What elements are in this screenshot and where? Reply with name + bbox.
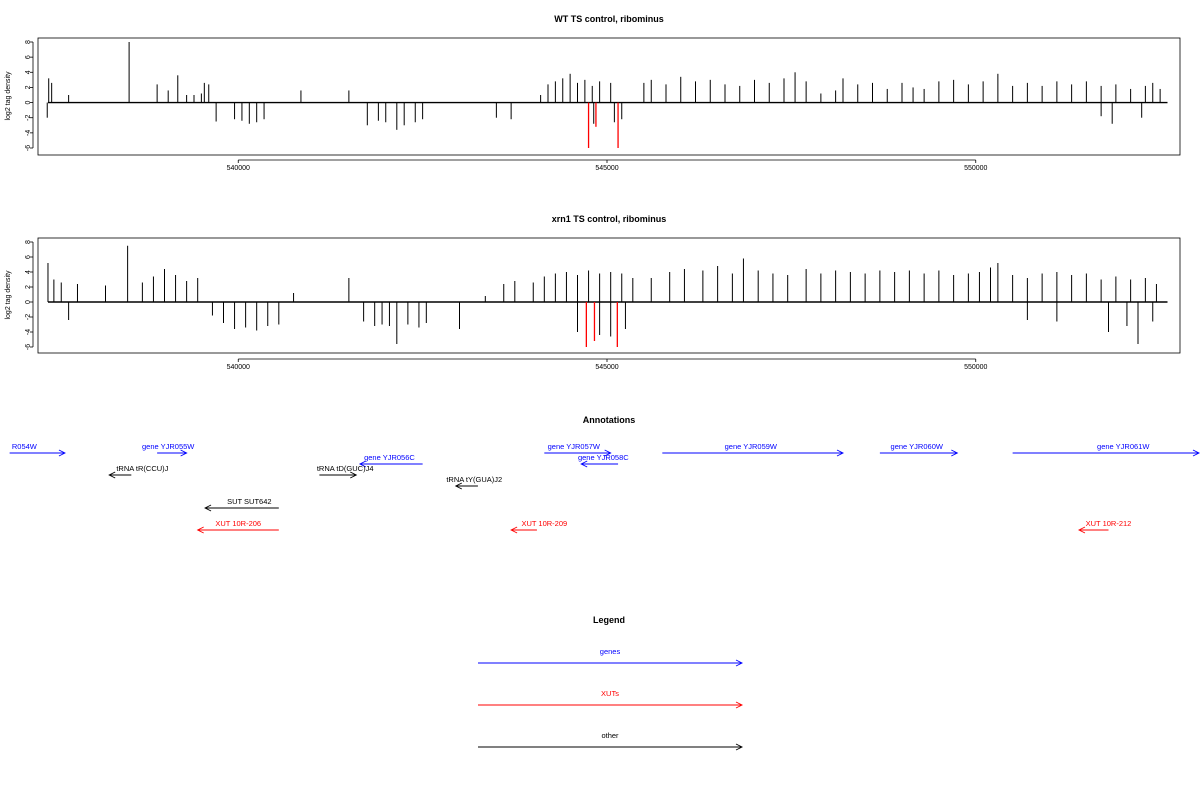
wt-plot-frame [37,37,1181,156]
feature-label: gene YJR060W [891,442,944,451]
feature-label: tRNA tD(GUC)J4 [317,464,374,473]
y-tick-label: -6 [25,344,32,350]
xrn1-panel-title: xrn1 TS control, ribominus [552,214,667,224]
feature-arrow [1077,526,1109,534]
wt-panel-title: WT TS control, ribominus [554,14,664,24]
y-tick-label: -4 [25,130,32,136]
y-tick-label: -2 [25,115,32,121]
y-tick-label: 0 [25,101,32,105]
y-tick-label: 4 [25,70,32,74]
x-tick-label: 550000 [964,165,987,172]
xrn1-y-axis: -6 -4 -2 0 2 4 6 8 [25,240,34,350]
feature-label: tRNA tR(CCU)J [116,464,168,473]
feature-label: XUT 10R-212 [1086,519,1132,528]
annotations-title: Annotations [583,415,636,425]
x-tick-label: 545000 [595,165,618,172]
feature-label: gene YJR056C [364,453,415,462]
feature-label: XUT 10R-206 [215,519,261,528]
feature-label: tRNA tY(GUA)J2 [446,475,502,484]
xrn1-y-axis-label: log2 tag density [5,270,12,320]
legend-label-gene: genes [600,647,621,656]
feature-label: gene YJR058C [578,453,629,462]
legend-arrow-gene [478,659,744,667]
legend-arrow-other [478,743,744,751]
y-tick-label: -4 [25,329,32,335]
feature-arrow [204,504,279,512]
y-tick-label: -2 [25,314,32,320]
feature-arrow [510,526,537,534]
wt-density-panel: WT TS control, ribominus -6 -4 -2 0 2 4 6 8 540… [5,14,1181,172]
legend-items: genes XUTs other [478,647,744,751]
feature-label: SUT SUT642 [227,497,271,506]
y-tick-label: 2 [25,285,32,289]
feature-label: gene YJR057W [548,442,601,451]
xrn1-x-axis: 540000 545000 550000 [227,358,988,371]
feature-arrow [196,526,279,534]
legend-label-xut: XUTs [601,689,619,698]
wt-x-axis: 540000 545000 550000 [227,159,988,172]
feature-arrow [9,449,66,457]
feature-label: R054W [12,442,38,451]
xrn1-density-bars [47,245,1168,347]
feature-arrow [108,471,132,479]
x-tick-label: 540000 [227,364,250,371]
annotation-features: R054W gene YJR055W tRNA tR(CCU)J gene YJR05… [9,442,1200,534]
xrn1-plot-frame [37,237,1181,354]
y-tick-label: 8 [25,40,32,44]
feature-label: gene YJR061W [1097,442,1150,451]
feature-arrow [157,449,188,457]
y-tick-label: 4 [25,270,32,274]
legend-arrow-xut [478,701,744,709]
wt-density-bars [46,42,1168,148]
wt-y-axis-label: log2 tag density [5,71,12,121]
feature-arrow [1012,449,1200,457]
y-tick-label: 6 [25,55,32,59]
xrn1-density-panel: xrn1 TS control, ribominus -6 -4 -2 0 2 4 6 8 5… [5,214,1181,371]
feature-arrow [544,449,612,457]
wt-y-axis: -6 -4 -2 0 2 4 6 8 [25,40,34,151]
legend: Legend genes XUTs other [478,615,744,751]
feature-arrow [319,471,358,479]
y-tick-label: 8 [25,240,32,244]
x-tick-label: 540000 [227,165,250,172]
feature-label: XUT 10R-209 [521,519,567,528]
y-tick-label: 2 [25,85,32,89]
feature-label: gene YJR059W [725,442,778,451]
feature-arrow [879,449,959,457]
x-tick-label: 545000 [595,364,618,371]
feature-arrow [358,460,423,468]
feature-arrow [580,460,619,468]
legend-title: Legend [593,615,625,625]
feature-arrow [662,449,845,457]
y-tick-label: -6 [25,145,32,151]
feature-label: gene YJR055W [142,442,195,451]
annotations-track: Annotations R054W gene YJR055W tRNA tR(CCU… [9,415,1200,534]
feature-arrow [454,482,478,490]
y-tick-label: 0 [25,300,32,304]
legend-label-other: other [601,731,619,740]
y-tick-label: 6 [25,255,32,259]
x-tick-label: 550000 [964,364,987,371]
